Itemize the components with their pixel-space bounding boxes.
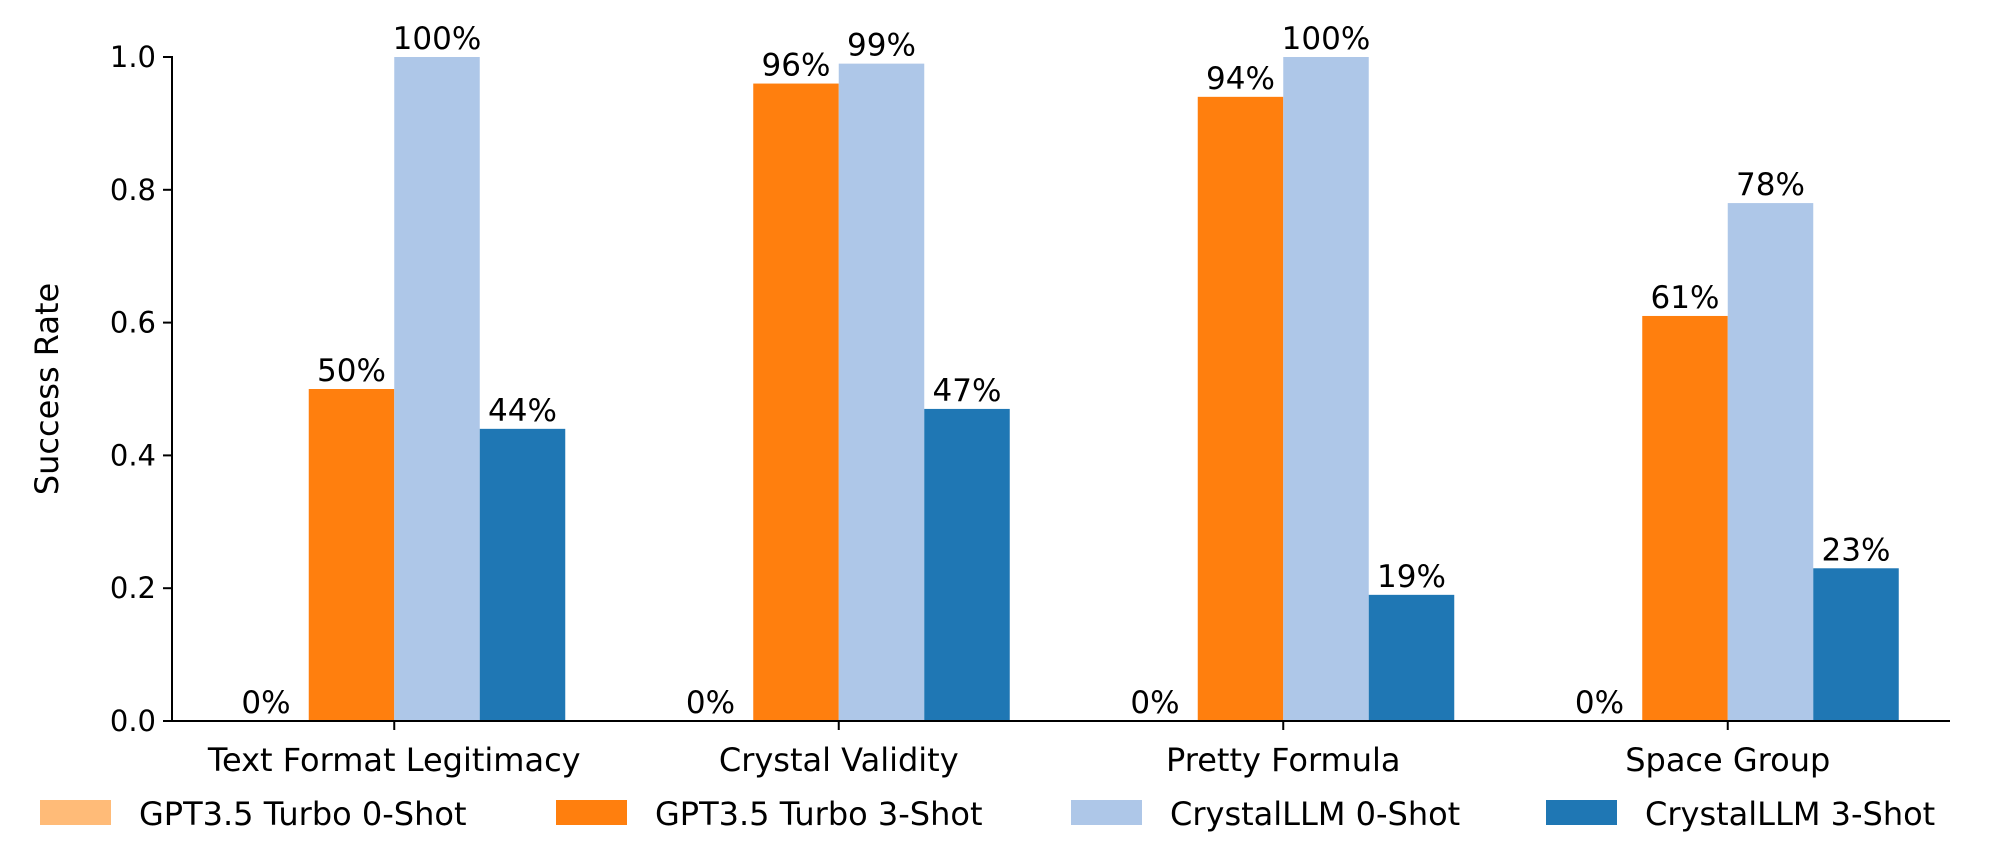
x-tick-label: Text Format Legitimacy: [207, 741, 581, 779]
bars-layer: [308, 57, 1899, 722]
bar-value-label: 0%: [1130, 685, 1179, 721]
y-tick-label: 0.4: [110, 438, 156, 472]
bar: [1642, 315, 1728, 721]
bar-value-label: 99%: [847, 28, 916, 64]
y-tick-label: 0.8: [110, 173, 156, 207]
legend-swatch: [1071, 800, 1142, 825]
legend-swatch: [556, 800, 627, 825]
legend-label: CrystalLLM 3-Shot: [1645, 795, 1935, 833]
bar: [924, 408, 1010, 721]
bar: [838, 63, 925, 721]
bar-value-label: 78%: [1736, 167, 1805, 203]
bar-value-label: 100%: [1282, 21, 1371, 57]
bar-value-label: 100%: [393, 21, 482, 57]
y-tick-label: 0.6: [110, 306, 156, 340]
legend-label: CrystalLLM 0-Shot: [1170, 795, 1460, 833]
bar-value-label: 44%: [488, 393, 557, 429]
labels-layer: 0%50%100%44%0%96%99%47%0%94%100%19%0%61%…: [241, 21, 1890, 721]
bar-value-label: 47%: [933, 373, 1002, 409]
legend-swatch: [40, 800, 111, 825]
bar: [394, 57, 480, 721]
bar-value-label: 50%: [317, 353, 386, 389]
bar-value-label: 23%: [1822, 532, 1891, 568]
bar: [479, 428, 566, 721]
bar-value-label: 61%: [1651, 280, 1720, 316]
y-tick-label: 0.0: [110, 704, 156, 738]
legend-label: GPT3.5 Turbo 3-Shot: [655, 795, 983, 833]
axes-layer: Success Rate 0.0 0.2 0.4 0.6 0.8 1.0 Text Form…: [28, 40, 1950, 779]
bar: [1813, 568, 1899, 721]
x-tick-label: Crystal Validity: [719, 741, 959, 779]
legend-label: GPT3.5 Turbo 0-Shot: [139, 795, 467, 833]
bar: [1197, 96, 1284, 722]
bar: [308, 389, 395, 721]
bar-value-label: 96%: [762, 48, 831, 84]
bar: [1727, 203, 1814, 721]
bar-value-label: 0%: [686, 685, 735, 721]
x-tick-label: Space Group: [1625, 741, 1830, 779]
bar-value-label: 0%: [241, 685, 290, 721]
bar: [1283, 57, 1369, 721]
bar-value-label: 19%: [1377, 559, 1446, 595]
legend: GPT3.5 Turbo 0-Shot GPT3.5 Turbo 3-Shot Cr…: [40, 795, 1935, 833]
y-tick-label: 0.2: [110, 571, 156, 605]
x-tick-label: Pretty Formula: [1166, 741, 1400, 779]
bar-value-label: 0%: [1575, 685, 1624, 721]
y-axis-title: Success Rate: [28, 283, 66, 495]
legend-swatch: [1546, 800, 1617, 825]
bar: [1368, 594, 1455, 721]
y-tick-label: 1.0: [110, 40, 156, 74]
bar: [753, 83, 839, 721]
bar-value-label: 94%: [1206, 61, 1275, 97]
